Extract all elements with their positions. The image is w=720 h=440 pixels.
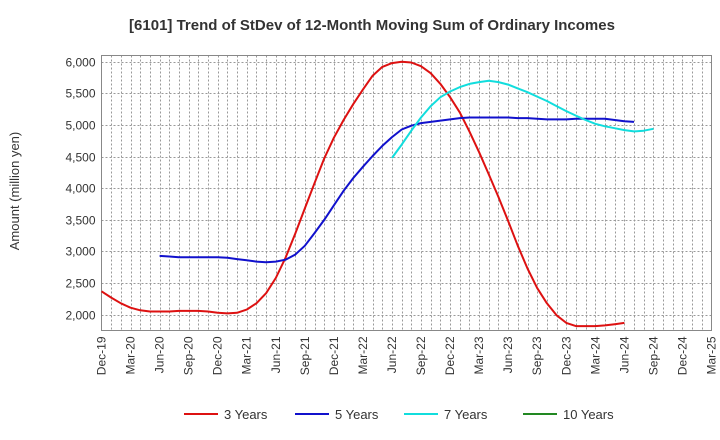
grid-lines (101, 55, 712, 331)
y-tick-label: 4,500 (65, 151, 95, 165)
x-tick-label: Dec-23 (559, 336, 573, 375)
x-tick-label: Sep-21 (298, 336, 312, 375)
legend-label-3-years: 3 Years (224, 407, 268, 422)
x-tick-label: Dec-22 (443, 336, 457, 375)
x-tick-label: Dec-20 (211, 336, 225, 375)
x-tick-label: Sep-24 (646, 336, 660, 375)
y-tick-label: 6,000 (65, 56, 95, 70)
x-tick-label: Mar-21 (240, 336, 254, 374)
y-tick-label: 2,500 (65, 277, 95, 291)
x-tick-labels: Dec-19 Mar-20 Jun-20 Sep-20 Dec-20 Mar-21 Jun-… (95, 336, 719, 375)
x-tick-label: Mar-24 (588, 336, 602, 374)
y-tick-label: 5,000 (65, 119, 95, 133)
y-axis-label: Amount (million yen) (7, 132, 22, 251)
x-tick-label: Dec-21 (327, 336, 341, 375)
y-tick-label: 4,000 (65, 182, 95, 196)
legend-label-7-years: 7 Years (444, 407, 488, 422)
x-tick-label: Jun-24 (617, 336, 631, 373)
legend-label-10-years: 10 Years (563, 407, 614, 422)
x-tick-label: Jun-22 (385, 336, 399, 373)
x-tick-label: Sep-23 (530, 336, 544, 375)
x-tick-label: Dec-24 (675, 336, 689, 375)
x-tick-label: Mar-23 (472, 336, 486, 374)
chart-title: [6101] Trend of StDev of 12-Month Moving… (129, 17, 615, 34)
x-tick-label: Mar-20 (124, 336, 138, 374)
x-tick-label: Dec-19 (95, 336, 109, 375)
series-lines (100, 60, 654, 328)
x-tick-label: Mar-25 (705, 336, 719, 374)
y-tick-label: 3,000 (65, 245, 95, 259)
x-tick-label: Jun-23 (501, 336, 515, 373)
x-tick-label: Jun-20 (153, 336, 167, 373)
y-tick-label: 2,000 (65, 309, 95, 323)
plot-area-border (101, 55, 712, 331)
series-line-3-years (100, 60, 625, 328)
y-tick-label: 5,500 (65, 87, 95, 101)
x-tick-label: Sep-20 (182, 336, 196, 375)
legend: 3 Years 5 Years 7 Years 10 Years (184, 407, 614, 422)
series-line-5-years (159, 116, 635, 264)
y-tick-label: 3,500 (65, 214, 95, 228)
y-tick-labels: 2,000 2,500 3,000 3,500 4,000 4,500 5,000 5,500… (65, 56, 95, 323)
x-tick-label: Mar-22 (356, 336, 370, 374)
series-line-7-years (391, 79, 654, 159)
x-tick-label: Jun-21 (269, 336, 283, 373)
x-tick-label: Sep-22 (414, 336, 428, 375)
legend-label-5-years: 5 Years (335, 407, 379, 422)
